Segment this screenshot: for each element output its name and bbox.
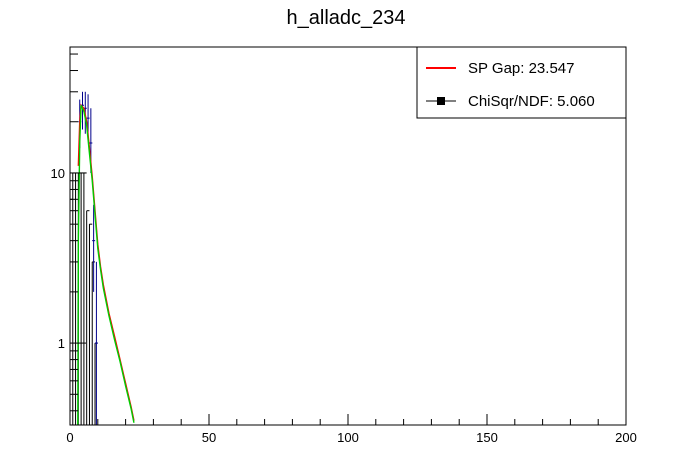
- legend-chisqr-swatch-marker: [437, 97, 445, 105]
- y-tick-label: 1: [58, 336, 65, 351]
- x-tick-label: 50: [202, 430, 216, 445]
- x-tick-label: 200: [615, 430, 637, 445]
- chart-title: h_alladc_234: [287, 7, 406, 29]
- legend: SP Gap: 23.547 ChiSqr/NDF: 5.060: [416, 46, 627, 119]
- legend-box: [416, 46, 627, 119]
- y-tick-label: 10: [51, 166, 65, 181]
- x-tick-label: 0: [66, 430, 73, 445]
- legend-sp-gap-label: SP Gap: 23.547: [468, 60, 574, 77]
- x-tick-label: 150: [476, 430, 498, 445]
- axes-layer: 0 50 100 150 200 1 10: [51, 53, 637, 445]
- series-layer: [70, 91, 135, 425]
- fit-curve-3: [77, 104, 135, 425]
- x-tick-label: 100: [337, 430, 359, 445]
- legend-chisqr-label: ChiSqr/NDF: 5.060: [468, 93, 595, 110]
